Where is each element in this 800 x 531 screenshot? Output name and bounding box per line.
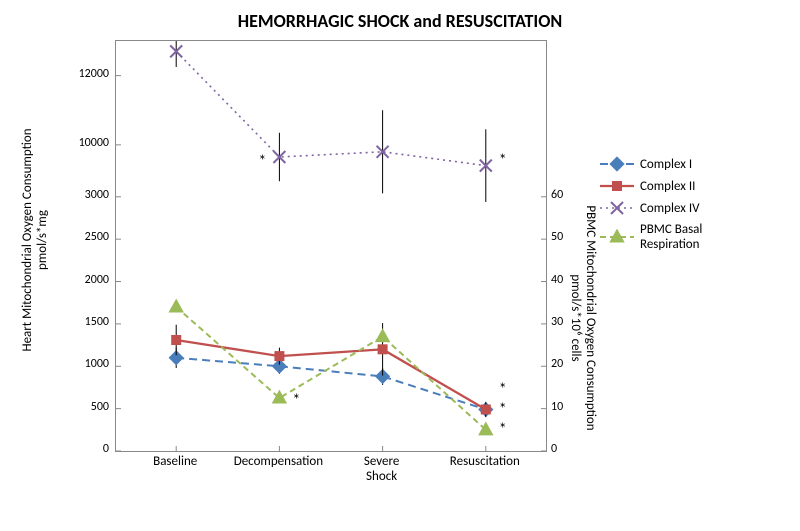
y-axis-right-label: PBMC Mitochondrial Oxygen Consumptionpmo… [568,158,598,478]
legend-label: Complex I [640,157,692,172]
chart-title: HEMORRHAGIC SHOCK and RESUSCITATION [0,10,800,32]
legend-item: PBMC BasalRespiration [600,222,702,252]
x-category: SevereShock [327,454,437,484]
legend-item: Complex IV [600,200,702,216]
y-tick-right: 40 [551,273,563,287]
legend-item: Complex II [600,178,702,194]
legend: Complex I Complex II Complex IV PBMC BasalR… [600,150,702,258]
y-tick-left: 1500 [85,315,109,329]
y-tick-right: 30 [551,315,563,329]
y-tick-left: 500 [91,400,109,414]
significance-marker: * [499,380,507,399]
significance-marker: * [499,400,507,419]
x-category: Decompensation [223,454,333,469]
y-tick-left: 12000 [79,67,109,81]
plot-area [115,40,547,452]
chart-svg [116,41,546,451]
y-tick-right: 60 [551,188,563,202]
x-category: Baseline [120,454,230,469]
y-tick-right: 0 [551,442,557,456]
y-tick-right: 20 [551,357,563,371]
y-tick-right: 10 [551,400,563,414]
legend-item: Complex I [600,156,702,172]
y-tick-right: 50 [551,230,563,244]
significance-marker: * [292,391,300,410]
y-tick-left: 3000 [85,188,109,202]
y-tick-left: 1000 [85,357,109,371]
x-category: Resuscitation [430,454,540,469]
legend-label: Complex II [640,179,695,194]
y-tick-left: 0 [103,442,109,456]
y-tick-left: 2000 [85,273,109,287]
y-tick-left: 2500 [85,230,109,244]
significance-marker: * [499,151,507,170]
legend-label: Complex IV [640,201,699,216]
significance-marker: * [499,420,507,439]
legend-label: PBMC BasalRespiration [640,222,702,252]
significance-marker: * [258,152,266,171]
y-tick-left: 10000 [79,136,109,150]
y-axis-left-label: Heart Mitochondrial Oxygen Consumptionpm… [20,80,50,400]
